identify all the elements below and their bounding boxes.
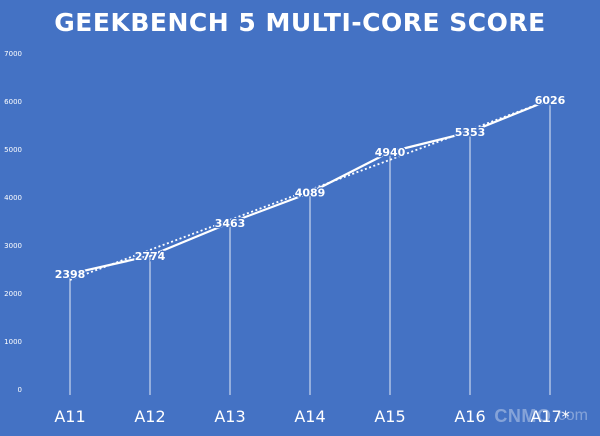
y-tick-label-3000: 3000 xyxy=(4,242,22,250)
x-tick-label-A17*: A17* xyxy=(530,407,569,426)
data-label-A17*: 6026 xyxy=(535,94,566,107)
x-tick-label-A13: A13 xyxy=(214,407,245,426)
y-tick-label-6000: 6000 xyxy=(4,98,22,106)
data-label-A11: 2398 xyxy=(55,268,86,281)
score-line xyxy=(68,98,552,275)
series-line xyxy=(68,98,552,275)
y-axis-ticks: 0 1000 2000 3000 4000 5000 6000 7000 xyxy=(4,50,22,394)
y-tick-label-5000: 5000 xyxy=(4,146,22,154)
x-tick-label-A14: A14 xyxy=(294,407,325,426)
data-labels: 2398 2774 3463 4089 4940 5353 6026 xyxy=(53,93,566,283)
y-tick-label-7000: 7000 xyxy=(4,50,22,58)
x-tick-label-A16: A16 xyxy=(454,407,485,426)
x-axis-labels: A11 A12 A13 A14 A15 A16 A17* xyxy=(54,407,569,426)
y-tick-label-4000: 4000 xyxy=(4,194,22,202)
y-tick-label-2000: 2000 xyxy=(4,290,22,298)
x-tick-label-A15: A15 xyxy=(374,407,405,426)
x-tick-label-A11: A11 xyxy=(54,407,85,426)
data-label-A15: 4940 xyxy=(375,146,406,159)
data-label-A12: 2774 xyxy=(135,250,166,263)
y-tick-label-1000: 1000 xyxy=(4,338,22,346)
data-label-A13: 3463 xyxy=(215,217,246,230)
data-label-A14: 4089 xyxy=(295,187,326,200)
x-tick-label-A12: A12 xyxy=(134,407,165,426)
watermark-brand: CNMO xyxy=(494,405,552,426)
chart-title: GEEKBENCH 5 MULTI-CORE SCORE xyxy=(54,8,546,37)
data-label-A16: 5353 xyxy=(455,126,486,139)
y-tick-label-0: 0 xyxy=(18,386,22,394)
drop-lines xyxy=(69,99,551,395)
watermark-suffix: .com xyxy=(553,407,588,424)
watermark-logo: CNMO .com xyxy=(468,404,588,428)
